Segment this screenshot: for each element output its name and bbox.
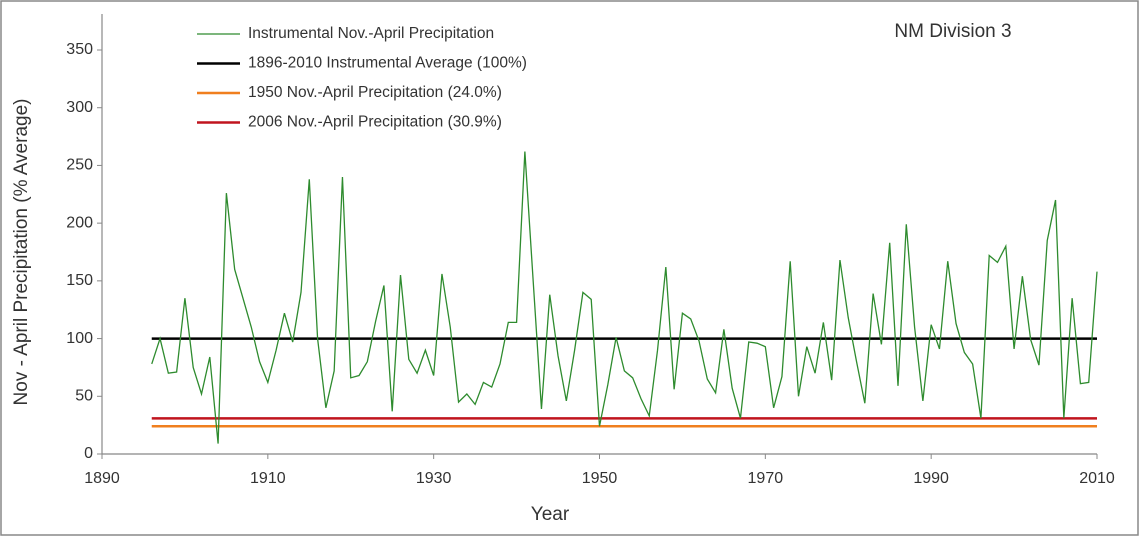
x-tick-label: 1930 <box>416 470 452 487</box>
legend-label: Instrumental Nov.-April Precipitation <box>248 25 494 42</box>
y-tick-label: 50 <box>75 388 93 405</box>
legend-label: 1950 Nov.-April Precipitation (24.0%) <box>248 84 502 101</box>
legend-label: 2006 Nov.-April Precipitation (30.9%) <box>248 114 502 131</box>
y-tick-label: 200 <box>66 214 93 231</box>
y-tick-label: 350 <box>66 41 93 58</box>
x-axis-title: Year <box>531 504 570 525</box>
y-tick-label: 150 <box>66 272 93 289</box>
y-tick-label: 250 <box>66 157 93 174</box>
x-tick-label: 1970 <box>748 470 784 487</box>
x-tick-label: 1910 <box>250 470 286 487</box>
x-tick-label: 2010 <box>1079 470 1115 487</box>
legend-label: 1896-2010 Instrumental Average (100%) <box>248 55 527 72</box>
x-tick-label: 1950 <box>582 470 618 487</box>
annotation: NM Division 3 <box>894 21 1011 42</box>
x-tick-label: 1890 <box>84 470 120 487</box>
series-line <box>151 151 1098 444</box>
y-tick-label: 300 <box>66 99 93 116</box>
x-tick-label: 1990 <box>913 470 949 487</box>
y-tick-label: 100 <box>66 330 93 347</box>
y-axis-title: Nov - April Precipitation (% Average) <box>11 99 32 406</box>
y-tick-label: 0 <box>84 445 93 462</box>
